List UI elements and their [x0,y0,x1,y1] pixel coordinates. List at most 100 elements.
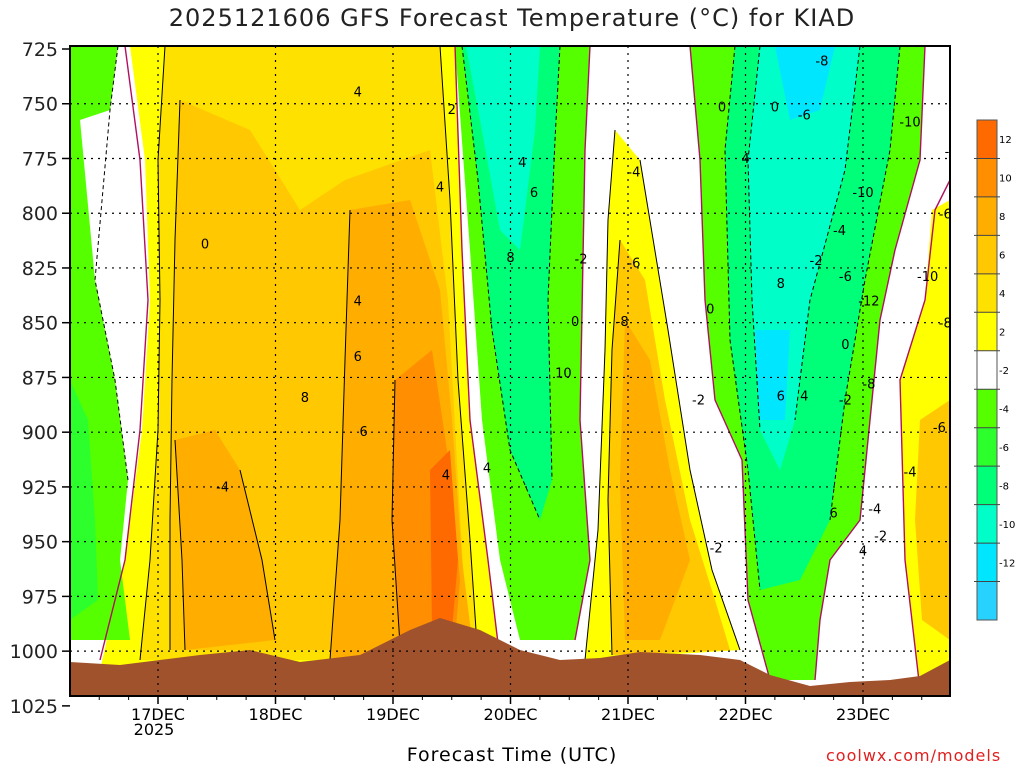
colorbar-label: 2 [999,328,1005,339]
contour-label: -8 [862,377,875,392]
contour-label: 4 [518,156,526,171]
contour-label: 4 [483,462,491,477]
x-tick-label: 18DEC [249,705,303,724]
warm-region-right-8 [620,320,690,640]
contour-label: 10 [555,367,572,382]
y-tick-label: 800 [22,203,58,225]
contour-label: 4 [800,390,808,405]
contour-label: -10 [899,115,920,130]
contour-label: 4 [442,468,450,483]
x-tick-label: 17DEC [131,705,185,724]
colorbar-swatch [977,158,997,198]
y-tick-label: 750 [22,94,58,116]
contour-label: -6 [933,421,946,436]
colorbar-swatch [977,389,997,429]
chart-title: 2025121606 GFS Forecast Temperature (°C)… [168,4,856,32]
colorbar-swatch [977,120,997,159]
contour-label: -8 [945,145,958,160]
colorbar-swatch [977,312,997,352]
zero-isotherm [454,46,501,661]
contour-label: 6 [354,350,362,365]
contour-label: -8 [939,316,952,331]
y-tick-label: 825 [22,258,58,280]
y-tick-label: 1000 [10,641,58,663]
contour-label: 0 [718,100,726,115]
y-tick-label: 1025 [10,696,58,718]
contour-line [607,239,621,656]
colorbar-label: 12 [999,135,1012,146]
contour-label: -8 [815,54,828,69]
contour-label: 0 [201,238,209,253]
y-tick-label: 900 [22,422,58,444]
colorbar-swatch [977,543,997,583]
contour-label: -6 [798,109,811,124]
contour-label: 0 [841,338,849,353]
y-tick-label: 950 [22,532,58,554]
zero-isotherm [689,46,771,681]
colorbar-swatch [977,196,997,236]
colorbar-swatch [977,581,997,621]
contour-line [391,379,401,646]
contour-line [584,129,616,661]
colorbar-swatch [977,427,997,467]
zero-isotherm [814,46,926,681]
contour-label: 0 [1000,148,1008,163]
contour-label: -8 [616,315,629,330]
colorbar-label: -8 [999,481,1009,492]
contour-label: 6 [829,506,837,521]
colorbar-label: -6 [999,443,1009,454]
contour-line [724,46,761,591]
y-tick-label: 725 [22,39,58,61]
contour-label: 8 [506,251,514,266]
x-year-label: 2025 [133,720,175,739]
zero-isotherms [99,46,950,691]
contour-label: 4 [354,295,362,310]
zero-isotherm [99,46,149,661]
contour-label: -2 [810,254,823,269]
colorbar-label: 10 [999,174,1012,185]
x-tick-label: 20DEC [484,705,538,724]
contour-label: -4 [216,481,229,496]
colorbar-swatch [977,235,997,275]
colorbar-swatch [977,466,997,506]
contour-label: -6 [839,270,852,285]
contour-label: 6 [777,390,785,405]
contour-label: 4 [354,86,362,101]
contour-label: -2 [575,252,588,267]
colorbar-frame [976,119,998,621]
contour-lines [139,46,741,661]
credit-link[interactable]: coolwx.com/models [826,746,1002,765]
cold-region-right-12b [755,330,790,420]
x-tick-label: 19DEC [366,705,420,724]
colorbar-swatch [977,350,997,390]
y-tick-label: 775 [22,148,58,170]
y-axis: 725 750 775 800 825 850 875 900 925 950 975 1000 102… [10,39,70,718]
contour-line [139,46,166,661]
contour-label: -4 [627,166,640,181]
contour-label: -10 [917,270,938,285]
contour-label: -4 [833,224,846,239]
contour-label: -4 [904,466,917,481]
contour-label: -2 [692,394,705,409]
zero-isotherm [899,179,950,691]
colorbar: 12 10 8 6 4 2 -2 -4 -6 -8 -10 -12 [974,119,1015,621]
contour-line [747,46,761,431]
contour-line [174,439,186,651]
contour-label: 0 [706,303,714,318]
colorbar-label: 8 [999,212,1005,223]
cold-region-right-12 [775,46,835,120]
warm-region-far-right-4 [915,400,950,640]
colorbar-label: -12 [999,558,1015,569]
contour-line [239,469,276,641]
contour-label: -12 [858,295,879,310]
contour-label: 8 [301,391,309,406]
temperature-field: -84200-6-10-4-8-204-4446-10-6-42-48-2-20… [70,46,1008,696]
contour-line [169,99,181,650]
contour-label: -4 [868,502,881,517]
contour-line [794,46,861,421]
colorbar-label: -10 [999,520,1015,531]
y-tick-label: 875 [22,367,58,389]
contour-label: 8 [777,277,785,292]
contour-label: -2 [839,394,852,409]
